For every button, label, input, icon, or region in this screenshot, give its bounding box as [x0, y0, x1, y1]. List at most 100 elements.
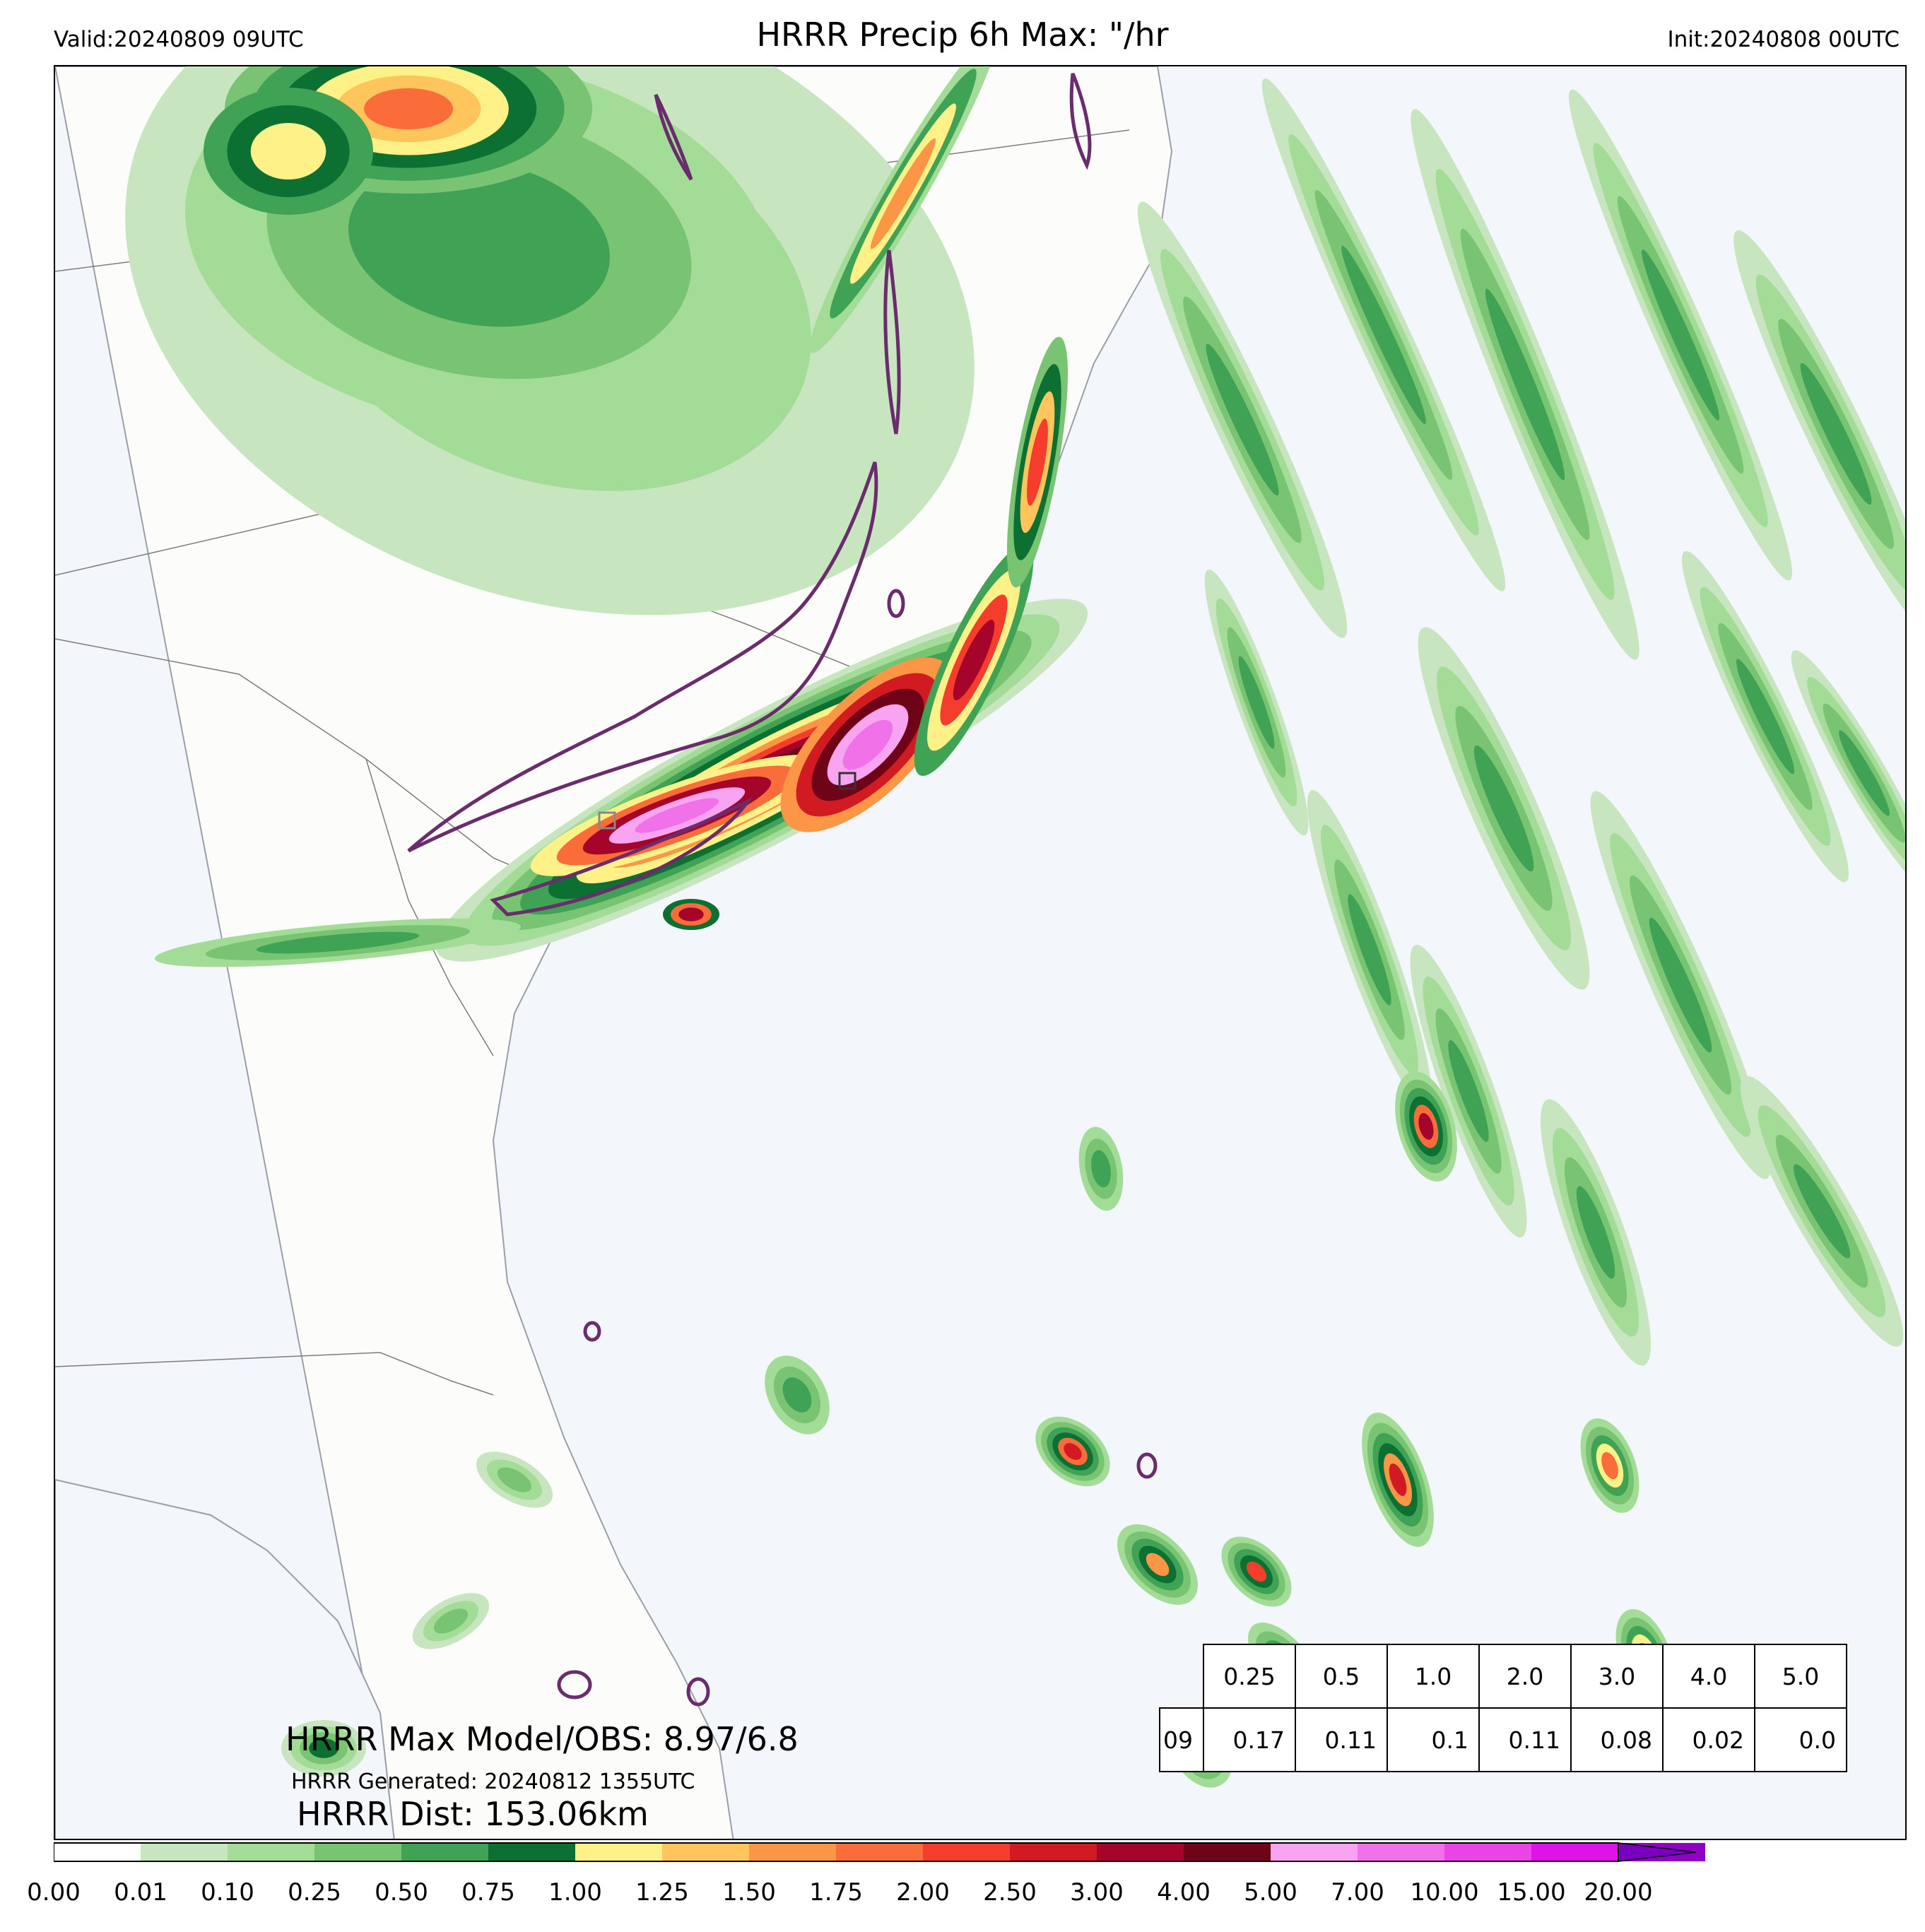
- precip-cell: [782, 1377, 812, 1413]
- colorbar-tick-label: 1.25: [635, 1878, 689, 1907]
- precip-cell: [1800, 363, 1872, 505]
- precip-cell: [1091, 1150, 1111, 1188]
- colorbar-ticks: 0.00 0.01 0.10 0.25 0.50 0.75 1.00 1.25 1.50 1.75…: [0, 1874, 1925, 1916]
- colorbar-bin: [54, 1843, 141, 1861]
- precip-cell: [1448, 1039, 1489, 1143]
- precip-cell: [433, 1608, 469, 1634]
- colorbar-bin: [662, 1843, 749, 1861]
- init-time: Init:20240808 00UTC: [1667, 27, 1900, 52]
- precip-cell: [1576, 1186, 1615, 1279]
- row-label: 09: [1159, 1707, 1204, 1772]
- obs-contours: [407, 73, 1158, 1707]
- colorbar-bin: [575, 1843, 662, 1861]
- max-model-marker: [838, 772, 856, 790]
- colorbar-bin: [749, 1843, 836, 1861]
- precip-cell: [1736, 659, 1795, 774]
- precip-map: HRRR Max Model/OBS: 8.97/6.8 HRRR Genera…: [54, 65, 1907, 1840]
- colorbar-bin: [141, 1843, 228, 1861]
- value-cell: 0.1: [1387, 1707, 1480, 1772]
- precip-cell: [348, 159, 610, 327]
- precip-cell: [1649, 917, 1712, 1053]
- dist-label: HRRR Dist: 153.06km: [297, 1795, 649, 1833]
- colorbar-bin: [1184, 1843, 1271, 1861]
- colorbar-outline: [54, 1842, 1619, 1862]
- precip-cell: [1839, 730, 1890, 816]
- stats-corner: [1160, 1644, 1203, 1708]
- colorbar-tick-label: 5.00: [1244, 1878, 1297, 1907]
- colorbar-bin: [314, 1843, 401, 1861]
- value-cell: 0.17: [1203, 1707, 1296, 1772]
- colorbar: [54, 1842, 1705, 1862]
- precip-cell: [1064, 1443, 1082, 1460]
- colorbar-tick-label: 0.10: [201, 1878, 254, 1907]
- colorbar-tick-label: 0.00: [27, 1878, 81, 1907]
- colorbar-tick-label: 1.50: [722, 1878, 776, 1907]
- threshold-cell: 0.5: [1295, 1644, 1388, 1709]
- precip-cell: [1348, 894, 1391, 1006]
- threshold-stats-table: 0.25 0.5 1.0 2.0 3.0 4.0 5.0 09 0.17 0.1…: [1159, 1644, 1847, 1772]
- colorbar-bin: [1531, 1843, 1618, 1861]
- colorbar-tick-label: 4.00: [1157, 1878, 1211, 1907]
- colorbar-tick-label: 1.75: [809, 1878, 863, 1907]
- precip-cell: [309, 1738, 339, 1758]
- threshold-cell: 5.0: [1754, 1644, 1847, 1709]
- precip-cell: [1642, 249, 1719, 420]
- threshold-cell: 0.25: [1203, 1644, 1296, 1709]
- threshold-row: 0.25 0.5 1.0 2.0 3.0 4.0 5.0: [1160, 1644, 1847, 1709]
- colorbar-tick-label: 3.00: [1070, 1878, 1124, 1907]
- generated-label: HRRR Generated: 20240812 1355UTC: [291, 1769, 695, 1794]
- colorbar-bin: [401, 1843, 488, 1861]
- colorbar-tick-label: 20.00: [1584, 1878, 1653, 1907]
- colorbar-bin: [488, 1843, 575, 1861]
- value-cell: 0.08: [1570, 1707, 1664, 1772]
- precip-cell: [1341, 245, 1426, 425]
- precip-cell: [635, 798, 719, 833]
- max-model-obs-label: HRRR Max Model/OBS: 8.97/6.8: [285, 1720, 799, 1758]
- colorbar-bin: [923, 1843, 1010, 1861]
- colorbar-tick-label: 0.75: [461, 1878, 515, 1907]
- colorbar-tick-label: 15.00: [1497, 1878, 1566, 1907]
- precip-cell: [1246, 1561, 1267, 1582]
- header: Valid:20240809 09UTC HRRR Precip 6h Max:…: [0, 0, 1925, 62]
- precip-cell: [1027, 418, 1048, 506]
- precip-cell: [1793, 1164, 1851, 1259]
- threshold-cell: 4.0: [1662, 1644, 1755, 1709]
- colorbar-tick-label: 0.25: [288, 1878, 341, 1907]
- colorbar-bin: [836, 1843, 923, 1861]
- colorbar-tick-label: 0.50: [375, 1878, 428, 1907]
- value-cell: 0.0: [1754, 1707, 1847, 1772]
- precip-cell: [250, 123, 326, 179]
- value-cell: 0.11: [1295, 1707, 1388, 1772]
- precip-cell: [497, 1467, 532, 1492]
- precip-cell: [1146, 1553, 1170, 1577]
- value-cell: 0.02: [1662, 1707, 1755, 1772]
- precip-cell: [1238, 656, 1275, 749]
- colorbar-bin: [1271, 1843, 1358, 1861]
- precip-cell: [1389, 1463, 1407, 1496]
- precip-cell: [1601, 1451, 1618, 1480]
- colorbar-bin: [1444, 1843, 1531, 1861]
- precip-cell: [1418, 1113, 1434, 1140]
- precip-field: [125, 66, 1905, 1788]
- threshold-cell: 1.0: [1387, 1644, 1480, 1709]
- precip-cell: [364, 88, 453, 130]
- colorbar-bin: [228, 1843, 314, 1861]
- threshold-cell: 2.0: [1478, 1644, 1572, 1709]
- threshold-cell: 3.0: [1570, 1644, 1664, 1709]
- colorbar-bin: [1097, 1843, 1184, 1861]
- precip-cell: [870, 138, 936, 249]
- value-cell: 0.11: [1478, 1707, 1572, 1772]
- precip-cell: [1473, 745, 1534, 872]
- chart-title: HRRR Precip 6h Max: "/hr: [756, 16, 1169, 54]
- precip-cell: [842, 719, 893, 770]
- colorbar-tick-label: 2.50: [983, 1878, 1037, 1907]
- colorbar-bin: [1010, 1843, 1097, 1861]
- colorbar-tick-label: 0.01: [114, 1878, 167, 1907]
- max-obs-marker: [598, 811, 616, 830]
- colorbar-tick-label: 2.00: [896, 1878, 950, 1907]
- precip-cell: [678, 907, 704, 921]
- colorbar-tick-label: 1.00: [548, 1878, 602, 1907]
- precip-cell: [1485, 288, 1565, 481]
- valid-time: Valid:20240809 09UTC: [54, 27, 304, 52]
- precip-cell: [1206, 343, 1279, 496]
